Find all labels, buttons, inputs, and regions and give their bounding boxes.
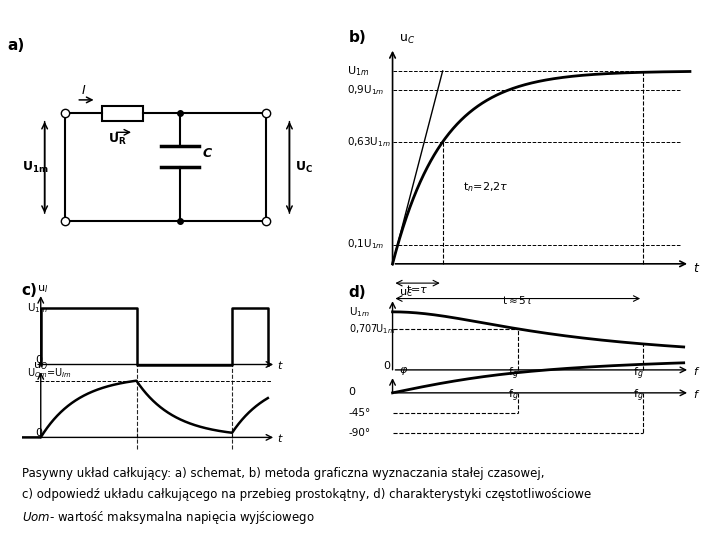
Text: t: t: [693, 261, 698, 274]
Text: c) odpowiedź układu całkującego na przebieg prostokątny, d) charakterystyki częs: c) odpowiedź układu całkującego na przeb…: [22, 488, 591, 501]
Text: t: t: [277, 361, 282, 372]
Text: u$_I$: u$_I$: [37, 283, 48, 295]
Text: I: I: [82, 84, 86, 98]
Text: f$_g$: f$_g$: [508, 388, 518, 404]
Text: U$_{1m}$: U$_{1m}$: [27, 301, 48, 315]
Text: 0: 0: [383, 361, 390, 370]
Text: u$_C$: u$_C$: [399, 33, 415, 46]
Text: d): d): [348, 285, 366, 300]
Text: 0,1U$_{1m}$: 0,1U$_{1m}$: [347, 238, 384, 252]
Text: t=$\tau$: t=$\tau$: [406, 283, 429, 295]
Bar: [102, 106, 143, 121]
Text: f: f: [693, 389, 697, 400]
Text: -45°: -45°: [348, 408, 371, 418]
Text: -90°: -90°: [348, 428, 371, 438]
Text: $\mathbf{U_C}$: $\mathbf{U_C}$: [295, 160, 313, 175]
Text: b): b): [348, 30, 366, 45]
Text: Pasywny układ całkujący: a) schemat, b) metoda graficzna wyznaczania stałej czas: Pasywny układ całkujący: a) schemat, b) …: [22, 467, 544, 480]
Text: t$\approx$5$\tau$: t$\approx$5$\tau$: [502, 294, 534, 306]
Text: $\varphi$: $\varphi$: [399, 364, 408, 376]
Text: 0,63U$_{1m}$: 0,63U$_{1m}$: [347, 135, 391, 149]
Text: f: f: [693, 367, 697, 377]
Text: u$_O$: u$_O$: [32, 361, 48, 373]
Text: 0: 0: [348, 387, 356, 397]
Text: t$_n$=2,2$\tau$: t$_n$=2,2$\tau$: [463, 180, 509, 194]
Text: 0: 0: [35, 355, 42, 365]
Text: U$_{Om}$=U$_{Im}$: U$_{Om}$=U$_{Im}$: [27, 366, 72, 380]
Text: f$_g$: f$_g$: [633, 388, 644, 404]
Text: U$_{1m}$: U$_{1m}$: [347, 64, 369, 78]
Text: u$_C$: u$_C$: [399, 288, 413, 300]
Text: a): a): [7, 38, 24, 53]
Text: c): c): [22, 283, 37, 298]
Text: $\it{Uom}$- wartość maksymalna napięcia wyjściowego: $\it{Uom}$- wartość maksymalna napięcia …: [22, 509, 315, 525]
Text: 0: 0: [35, 428, 42, 438]
Text: f$_g$: f$_g$: [633, 366, 644, 382]
Text: C: C: [203, 146, 212, 160]
Text: U$_{1m}$: U$_{1m}$: [348, 305, 369, 319]
Text: 0,9U$_{1m}$: 0,9U$_{1m}$: [347, 83, 384, 97]
Text: $\mathbf{U_R}$: $\mathbf{U_R}$: [108, 132, 127, 147]
Text: 0,707U$_{1m}$: 0,707U$_{1m}$: [348, 322, 395, 336]
Text: $\mathbf{U_{1m}}$: $\mathbf{U_{1m}}$: [22, 160, 48, 175]
Text: f$_g$: f$_g$: [508, 366, 518, 382]
Text: t: t: [277, 434, 282, 444]
